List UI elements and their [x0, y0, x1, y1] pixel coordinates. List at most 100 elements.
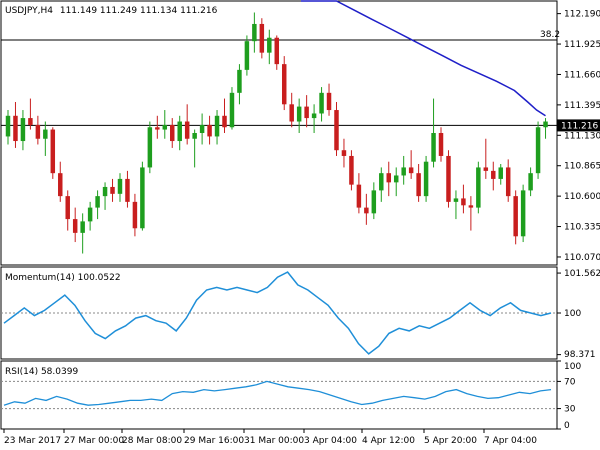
- x-tick-label: 28 Mar 08:00: [122, 436, 182, 446]
- candle-body: [416, 173, 421, 197]
- candle-body: [364, 207, 369, 214]
- candle-body: [528, 173, 533, 191]
- rsi-y-axis: 100 70 30 0: [557, 360, 581, 431]
- candle-body: [386, 173, 391, 183]
- candle-bullish: [80, 213, 85, 254]
- candle-body: [207, 124, 212, 137]
- candle-bullish: [5, 110, 11, 145]
- candle-bearish: [132, 193, 138, 237]
- rsi-tick-label: 30: [564, 405, 576, 415]
- candle-bearish: [110, 178, 115, 202]
- candle-body: [132, 201, 138, 229]
- candle-body: [513, 196, 518, 237]
- candle-bullish: [528, 167, 533, 197]
- candle-body: [431, 133, 436, 162]
- candle-body: [461, 198, 466, 206]
- candle-body: [237, 69, 242, 93]
- candle-body: [476, 167, 481, 208]
- candle-bearish: [513, 190, 518, 245]
- momentum-line: [3, 271, 552, 355]
- x-tick-label: 23 Mar 2017: [4, 436, 61, 446]
- candle-bearish: [438, 127, 444, 162]
- candle-bearish: [408, 150, 414, 179]
- candle-body: [334, 110, 339, 151]
- current-price-box: [557, 119, 600, 132]
- candle-body: [468, 205, 474, 208]
- candle-body: [446, 155, 451, 202]
- candle-body: [304, 106, 309, 119]
- candle-bearish: [483, 138, 489, 179]
- candle-body: [274, 37, 280, 65]
- x-tick-label: 7 Apr 04:00: [484, 436, 537, 446]
- candle-body: [498, 167, 503, 179]
- candle-bearish: [35, 115, 41, 145]
- candle-bearish: [505, 159, 511, 202]
- candle-body: [35, 124, 41, 139]
- candle-bullish: [87, 201, 93, 231]
- fibonacci-label: 38.2: [540, 30, 560, 40]
- candle-body: [281, 64, 287, 105]
- momentum-y-axis: 101.5628 100 98.371: [557, 269, 600, 360]
- candle-bullish: [117, 173, 123, 202]
- candle-body: [326, 92, 332, 111]
- candle-bullish: [431, 98, 436, 168]
- momentum-tick-label: 100: [564, 309, 581, 319]
- rsi-tick-label: 70: [564, 377, 576, 387]
- candle-bullish: [498, 163, 503, 185]
- candle-body: [162, 124, 168, 130]
- candle-body: [184, 121, 190, 139]
- candle-body: [20, 118, 26, 142]
- candle-bullish: [214, 110, 220, 145]
- candle-bullish: [147, 121, 153, 174]
- candle-bearish: [50, 127, 56, 179]
- candle-body: [408, 167, 414, 174]
- candle-bearish: [356, 173, 362, 214]
- ohlc-readout: 111.149 111.249 111.134 111.216: [60, 6, 218, 16]
- candle-body: [520, 190, 526, 237]
- candle-bullish: [95, 190, 100, 220]
- rsi-tick-label: 100: [564, 362, 581, 372]
- candle-bearish: [72, 207, 78, 243]
- candle-body: [147, 127, 153, 168]
- price-pane-frame: [0, 0, 558, 266]
- momentum-title: Momentum(14) 100.0522: [5, 273, 121, 283]
- candle-body: [65, 196, 70, 220]
- candle-bearish: [334, 102, 339, 156]
- candle-body: [296, 106, 302, 122]
- candle-body: [505, 167, 511, 197]
- candle-bearish: [28, 98, 33, 130]
- candle-body: [58, 173, 63, 197]
- candle-bearish: [461, 184, 466, 214]
- price-tick-label: 111.660: [564, 70, 600, 80]
- candle-body: [229, 92, 235, 128]
- candle-body: [341, 150, 347, 156]
- candle-bearish: [446, 150, 451, 208]
- candle-bullish: [199, 113, 205, 145]
- candle-body: [356, 184, 362, 208]
- candle-body: [170, 124, 175, 142]
- candle-body: [319, 92, 324, 114]
- candle-bearish: [207, 115, 212, 145]
- candle-body: [87, 207, 93, 222]
- price-tick-label: 112.190: [564, 10, 600, 20]
- candle-bullish: [401, 155, 406, 185]
- candle-body: [401, 167, 406, 176]
- price-tick-label: 110.600: [564, 192, 600, 202]
- candle-body: [125, 178, 130, 202]
- price-tick-label: 110.335: [564, 223, 600, 233]
- candle-bullish: [535, 121, 541, 179]
- candle-body: [214, 115, 220, 137]
- candle-body: [423, 161, 429, 197]
- rsi-line: [3, 380, 552, 406]
- candle-bearish: [259, 18, 265, 59]
- candle-bullish: [319, 87, 324, 122]
- candle-body: [483, 167, 489, 171]
- candle-bearish: [416, 163, 421, 202]
- candle-bullish: [102, 182, 108, 210]
- candle-bearish: [468, 196, 474, 231]
- x-tick-label: 4 Apr 12:00: [362, 436, 415, 446]
- momentum-tick-label: 98.371: [564, 350, 596, 360]
- candle-body: [371, 190, 377, 214]
